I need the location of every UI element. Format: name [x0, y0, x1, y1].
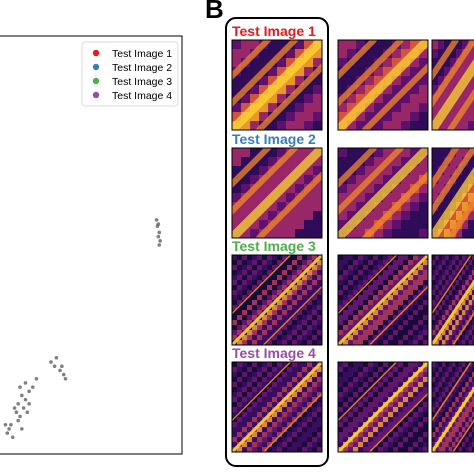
scatter-point — [61, 372, 66, 377]
scatter-point — [23, 381, 28, 385]
heatmap-tile — [231, 361, 323, 453]
legend-label-3: Test Image 3 — [112, 76, 172, 88]
scatter-point — [9, 422, 13, 427]
scatter-point — [16, 402, 21, 406]
heatmap-tile — [431, 147, 474, 239]
heatmap-tile — [231, 147, 323, 239]
scatter-point — [27, 402, 31, 406]
heatmap-tile — [431, 361, 474, 453]
row-label-test-image-4: Test Image 4 — [232, 345, 316, 361]
legend-label-1: Test Image 1 — [112, 48, 172, 60]
scatter-point — [157, 243, 162, 247]
scatter-point — [21, 406, 26, 410]
heatmap-tile — [337, 39, 429, 131]
background-points — [3, 218, 162, 440]
row-label-test-image-3: Test Image 3 — [232, 238, 316, 254]
scatter-point — [157, 230, 162, 235]
scatter-point — [154, 218, 159, 222]
scatter-point — [18, 385, 22, 389]
scatter-point — [155, 224, 160, 228]
legend-label-2: Test Image 2 — [112, 62, 172, 74]
scatter-point — [158, 239, 162, 243]
legend: Test Image 1 Test Image 2 Test Image 3 Test… — [81, 41, 179, 107]
scatter-point — [34, 376, 39, 381]
legend-marker-4 — [92, 91, 100, 99]
legend-marker-3 — [92, 77, 100, 85]
row-label-test-image-2: Test Image 2 — [232, 131, 316, 147]
highlight-box — [225, 17, 329, 467]
legend-frame — [81, 41, 179, 107]
scatter-point — [20, 427, 24, 431]
heatmap-tile — [337, 361, 429, 453]
heatmap-tile — [231, 39, 323, 131]
scatter-point — [7, 427, 11, 431]
scatter-point — [14, 410, 19, 415]
scatter-point — [30, 385, 35, 389]
scatter-point — [10, 435, 15, 440]
scatter-point — [20, 393, 24, 398]
scatter-point — [52, 364, 57, 369]
scatter-point — [25, 410, 30, 415]
heatmap-tile — [431, 254, 474, 346]
scatter-point — [18, 414, 22, 419]
scatter-point — [58, 368, 62, 373]
scatter-point — [16, 418, 21, 423]
scatter-point — [156, 234, 161, 239]
scatter-point — [3, 422, 8, 427]
legend-marker-2 — [92, 63, 100, 71]
legend-marker-1 — [92, 49, 100, 57]
scatter-point — [12, 406, 17, 410]
legend-label-4: Test Image 4 — [112, 90, 172, 102]
heatmap-panel — [225, 17, 474, 467]
scatter-point — [60, 364, 64, 369]
heatmap-tile — [431, 39, 474, 131]
scatter-point — [54, 356, 59, 360]
heatmap-tile — [231, 254, 323, 346]
scatter-point — [5, 431, 10, 435]
row-label-test-image-1: Test Image 1 — [232, 23, 316, 39]
panel-letter-b: B — [205, 0, 224, 24]
heatmap-tile — [337, 254, 429, 346]
scatter-point — [63, 376, 68, 381]
scatter-point — [27, 389, 31, 394]
heatmap-tile — [337, 147, 429, 239]
scatter-point — [49, 360, 53, 364]
scatter-point — [23, 397, 28, 402]
